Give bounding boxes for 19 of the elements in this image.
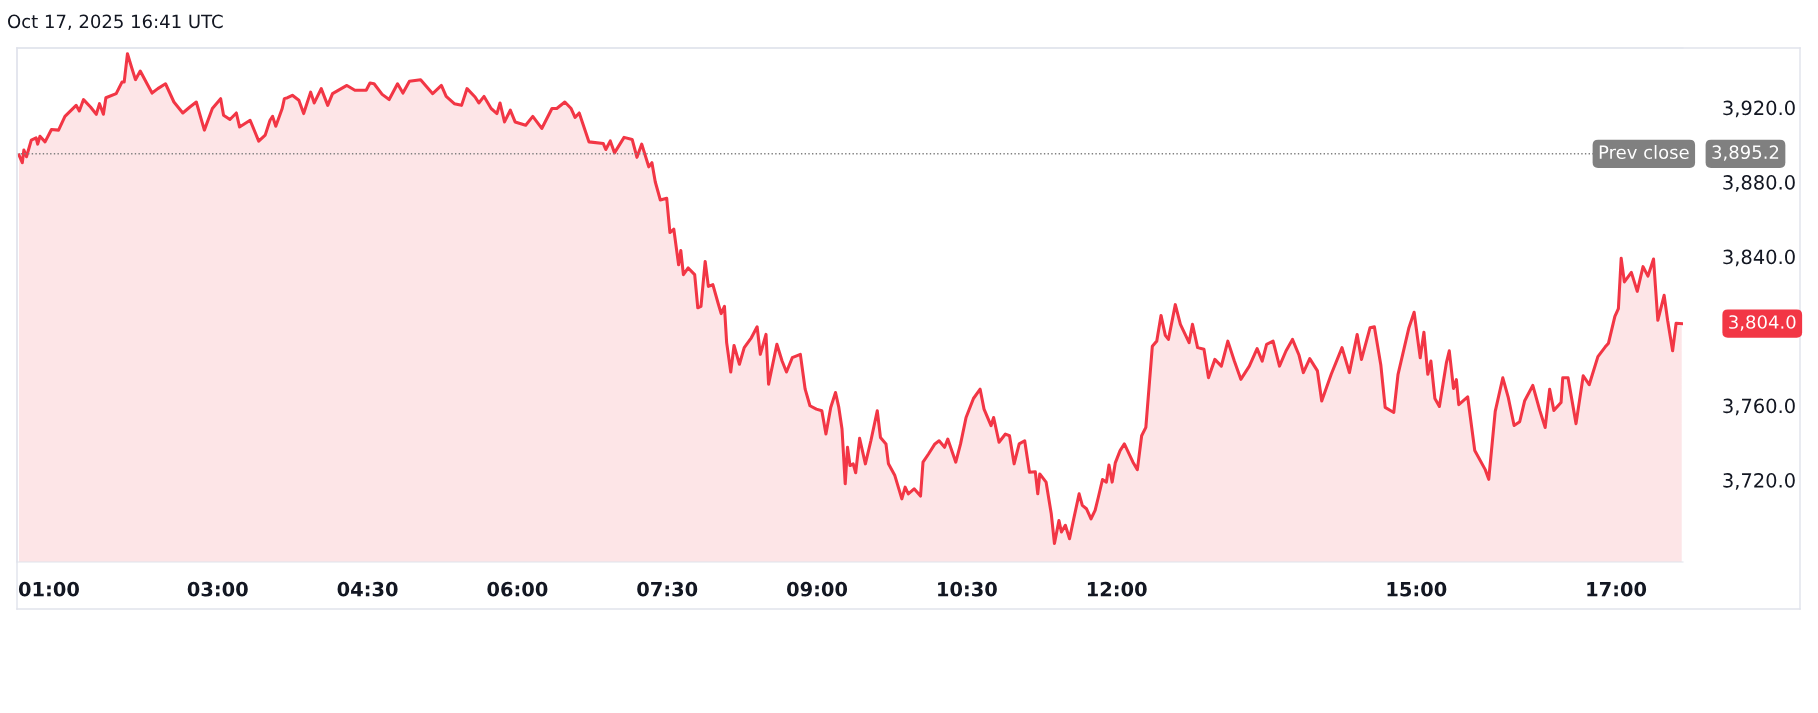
x-tick-label: 03:00 bbox=[187, 581, 248, 597]
x-tick-label: 06:00 bbox=[487, 581, 548, 597]
y-tick-label: 3,760.0 bbox=[1723, 398, 1795, 416]
x-tick-label: 01:00 bbox=[18, 581, 79, 597]
y-tick-label: 3,880.0 bbox=[1723, 175, 1795, 192]
x-tick-label: 07:30 bbox=[637, 581, 698, 597]
x-tick-label: 17:00 bbox=[1587, 581, 1647, 597]
chart-title: Oct 17, 2025 16:41 UTC bbox=[8, 14, 223, 31]
y-tick-label: 3,920.0 bbox=[1723, 100, 1795, 118]
text: 3,895.2 bbox=[1712, 145, 1779, 161]
x-tick-label: 09:00 bbox=[787, 581, 848, 597]
x-tick-label: 12:00 bbox=[1087, 581, 1147, 597]
y-tick-label: 3,720.0 bbox=[1723, 473, 1795, 490]
x-tick-label: 15:00 bbox=[1387, 581, 1447, 597]
ref-line-label: Prev close bbox=[1599, 145, 1689, 160]
x-tick-label: 04:30 bbox=[337, 581, 398, 597]
x-tick-label: 10:30 bbox=[938, 581, 997, 597]
y-tick-label: 3,840.0 bbox=[1723, 249, 1795, 267]
annotation: 3,804.0 bbox=[1729, 315, 1796, 331]
